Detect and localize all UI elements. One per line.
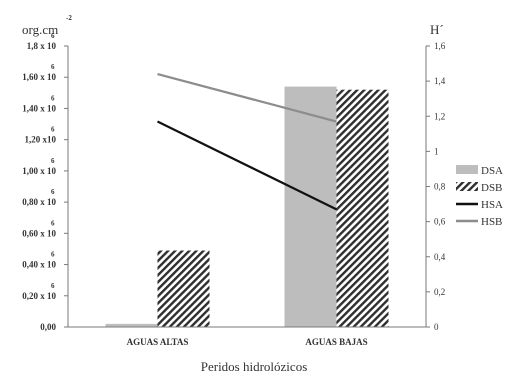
- left-tick-exponent-3: 6: [51, 219, 55, 227]
- left-tick-exponent-5: 6: [51, 157, 55, 165]
- left-tick-exponent-1: 6: [51, 282, 55, 290]
- left-tick-exponent-6: 6: [51, 126, 55, 134]
- legend-swatch-dsa: [456, 165, 478, 174]
- left-tick-exponent-9: 6: [51, 32, 55, 40]
- right-tick-label-4: 0,8: [434, 182, 446, 192]
- left-tick-label-8: 1,60 x 10: [22, 72, 56, 82]
- right-tick-label-3: 0,6: [434, 217, 446, 227]
- left-tick-label-9: 1,8 x 10: [27, 41, 57, 51]
- legend-swatch-dsb: [456, 182, 478, 191]
- legend-label-hsb: HSB: [481, 216, 502, 228]
- left-axis-title: org.cm: [22, 22, 58, 37]
- left-tick-exponent-7: 6: [51, 94, 55, 102]
- left-tick-label-0: 0,00: [40, 322, 56, 332]
- right-tick-label-8: 1,6: [434, 41, 446, 51]
- right-axis-title: H´: [430, 22, 444, 37]
- left-tick-exponent-8: 6: [51, 63, 55, 71]
- bar-dsa-0: [105, 323, 158, 327]
- bar-dsb-0: [157, 250, 210, 327]
- left-tick-label-6: 1,20 x10: [25, 135, 57, 145]
- category-label-0: AGUAS ALTAS: [127, 337, 189, 347]
- right-tick-label-2: 0,4: [434, 252, 446, 262]
- right-tick-label-0: 0: [434, 322, 439, 332]
- legend: DSA DSB HSA HSB: [456, 165, 503, 228]
- right-tick-label-6: 1,2: [434, 111, 445, 121]
- left-tick-exponent-4: 6: [51, 188, 55, 196]
- left-tick-label-7: 1,40 x 10: [22, 103, 56, 113]
- right-tick-label-7: 1,4: [434, 76, 446, 86]
- bar-dsb-1: [336, 89, 389, 327]
- legend-label-dsa: DSA: [481, 165, 503, 177]
- category-label-1: AGUAS BAJAS: [305, 337, 367, 347]
- right-tick-label-1: 0,2: [434, 287, 445, 297]
- left-tick-label-3: 0,60 x 10: [22, 228, 56, 238]
- line-hsb: [157, 73, 337, 123]
- left-tick-label-5: 1,00 x 10: [22, 166, 56, 176]
- legend-label-dsb: DSB: [481, 182, 502, 194]
- legend-label-hsa: HSA: [481, 199, 503, 211]
- left-tick-exponent-2: 6: [51, 251, 55, 259]
- left-tick-label-1: 0,20 x 10: [22, 291, 56, 301]
- right-tick-label-5: 1: [434, 146, 439, 156]
- x-axis-title: Peridos hidrolózicos: [201, 359, 308, 374]
- left-tick-label-4: 0,80 x 10: [22, 197, 56, 207]
- bar-dsa-1: [284, 86, 337, 327]
- left-axis-title-exponent: -2: [66, 14, 72, 22]
- line-hsa: [157, 120, 337, 211]
- left-tick-label-2: 0,40 x 10: [22, 260, 56, 270]
